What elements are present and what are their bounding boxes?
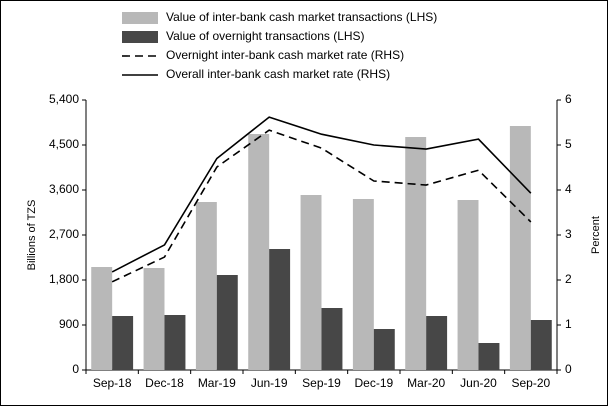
x-tick-label: Jun-19 xyxy=(251,376,288,390)
bar xyxy=(405,137,427,370)
bar xyxy=(143,268,165,370)
x-tick-label: Dec-18 xyxy=(145,376,184,390)
bar xyxy=(91,267,113,370)
y2-tick-label: 4 xyxy=(565,182,572,196)
y-tick-label: 3,600 xyxy=(49,182,79,196)
bar xyxy=(300,195,322,370)
x-tick-label: Sep-19 xyxy=(302,376,341,390)
legend-label: Value of inter-bank cash market transact… xyxy=(166,10,437,24)
bar xyxy=(248,134,270,370)
y2-tick-label: 2 xyxy=(565,272,572,286)
y2-tick-label: 5 xyxy=(565,137,572,151)
y-axis-label: Billions of TZS xyxy=(26,200,38,271)
y-tick-label: 2,700 xyxy=(49,227,79,241)
y2-tick-label: 6 xyxy=(565,92,572,106)
y-tick-label: 4,500 xyxy=(49,137,79,151)
legend-swatch xyxy=(122,31,158,43)
x-tick-label: Jun-20 xyxy=(460,376,497,390)
y2-tick-label: 3 xyxy=(565,227,572,241)
bar xyxy=(216,275,238,370)
bar xyxy=(269,249,291,370)
x-tick-label: Sep-18 xyxy=(93,376,132,390)
bar xyxy=(530,320,552,370)
bar xyxy=(478,343,500,370)
x-tick-label: Dec-19 xyxy=(354,376,393,390)
legend-label: Value of overnight transactions (LHS) xyxy=(166,29,365,43)
line-series xyxy=(111,129,532,283)
y-tick-label: 1,800 xyxy=(49,272,79,286)
bar xyxy=(164,315,186,370)
bar xyxy=(352,199,374,370)
y-tick-label: 5,400 xyxy=(49,92,79,106)
y2-tick-label: 0 xyxy=(565,362,572,376)
bar xyxy=(195,202,217,370)
legend-label: Overnight inter-bank cash market rate (R… xyxy=(166,48,404,62)
bar xyxy=(112,316,134,370)
bar xyxy=(509,126,531,370)
legend-label: Overall inter-bank cash market rate (RHS… xyxy=(166,67,390,81)
y2-axis-label: Percent xyxy=(590,216,602,254)
bar xyxy=(321,308,343,370)
x-tick-label: Mar-19 xyxy=(198,376,236,390)
bar xyxy=(426,316,448,370)
y-tick-label: 0 xyxy=(72,362,79,376)
bar xyxy=(373,329,395,370)
line-series xyxy=(111,116,532,273)
y2-tick-label: 1 xyxy=(565,317,572,331)
y-tick-label: 900 xyxy=(59,317,79,331)
bar xyxy=(457,200,479,370)
x-tick-label: Sep-20 xyxy=(511,376,550,390)
legend-swatch xyxy=(122,12,158,24)
x-tick-label: Mar-20 xyxy=(407,376,445,390)
